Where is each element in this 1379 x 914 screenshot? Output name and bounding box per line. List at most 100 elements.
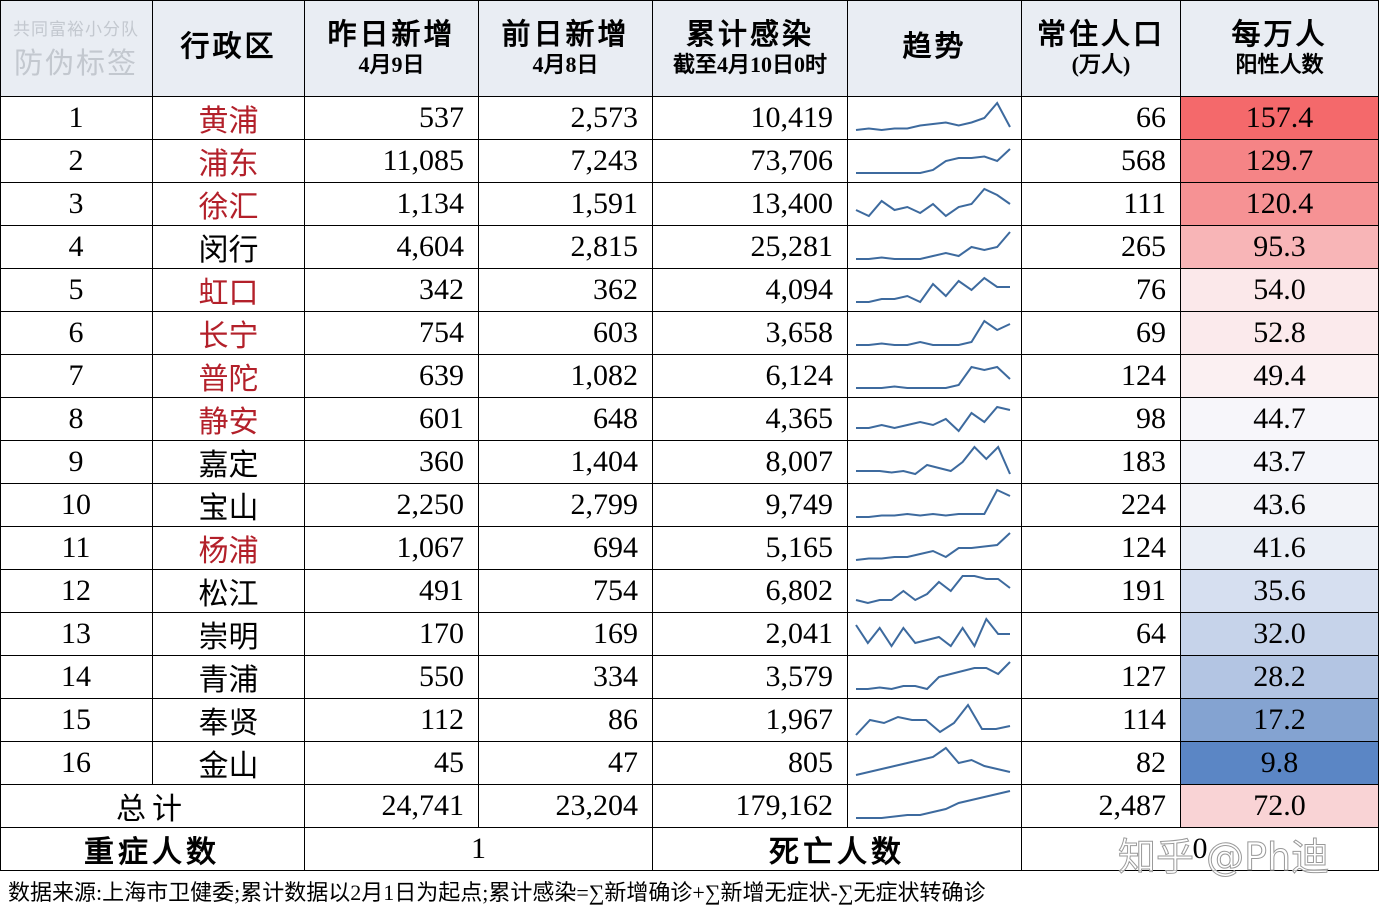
district: 青浦 xyxy=(153,656,305,699)
header-text: 行政区 xyxy=(180,31,277,64)
trend-line xyxy=(856,276,1010,304)
value-cell: 9 xyxy=(0,441,153,484)
top-border xyxy=(0,0,1379,1)
value-cell: 603 xyxy=(479,312,653,355)
district: 黄浦 xyxy=(153,97,305,140)
trend-cell xyxy=(848,398,1022,441)
value-cell: 3,658 xyxy=(653,312,848,355)
value-cell: 11,085 xyxy=(305,140,479,183)
value-cell: 120.4 xyxy=(1181,183,1379,226)
header-text: (万人) xyxy=(1071,52,1131,78)
value-cell: 76 xyxy=(1022,269,1181,312)
tag-text: 防伪标签 xyxy=(13,47,138,80)
header-text: 昨日新增 xyxy=(327,18,456,51)
value-cell: 111 xyxy=(1022,183,1181,226)
value-cell: 183 xyxy=(1022,441,1181,484)
trend-cell xyxy=(848,742,1022,785)
sparkline xyxy=(856,790,1011,819)
trend-cell xyxy=(848,699,1022,742)
value-cell: 66 xyxy=(1022,97,1181,140)
value-cell: 1,404 xyxy=(479,441,653,484)
sparkline xyxy=(855,746,1011,776)
value-cell: 1,067 xyxy=(305,527,479,570)
district: 徐汇 xyxy=(153,183,305,226)
value-cell: 694 xyxy=(479,527,653,570)
value-cell: 191 xyxy=(1022,570,1181,613)
district: 嘉定 xyxy=(153,441,305,484)
value-cell: 3,579 xyxy=(653,656,848,699)
value-cell: 35.6 xyxy=(1181,570,1379,613)
value-cell: 45 xyxy=(305,742,479,785)
value-cell: 13 xyxy=(0,613,153,656)
district: 长宁 xyxy=(153,312,305,355)
value-cell: 537 xyxy=(305,97,479,140)
value-cell: 5,165 xyxy=(653,527,848,570)
district: 普陀 xyxy=(153,355,305,398)
value-cell: 4,604 xyxy=(305,226,479,269)
sparkline xyxy=(855,187,1011,218)
trend-cell xyxy=(848,183,1022,226)
header-text: 4月9日 xyxy=(358,52,425,78)
trend-line xyxy=(856,319,1011,346)
value-cell: 10 xyxy=(0,484,153,527)
value-cell: 5 xyxy=(0,269,153,312)
sparkline xyxy=(856,445,1011,476)
total-value: 23,204 xyxy=(479,785,653,828)
district: 闵行 xyxy=(153,226,305,269)
value-cell: 8,007 xyxy=(653,441,848,484)
value-cell: 44.7 xyxy=(1181,398,1379,441)
value-cell: 16 xyxy=(0,742,153,785)
trend-cell xyxy=(848,269,1022,312)
bottom-cell: 重症人数 xyxy=(0,828,305,871)
value-cell: 2 xyxy=(0,140,153,183)
value-cell: 43.7 xyxy=(1181,441,1379,484)
value-cell: 9,749 xyxy=(653,484,848,527)
sparkline xyxy=(855,617,1010,649)
trend-line xyxy=(856,488,1011,518)
value-cell: 124 xyxy=(1022,355,1181,398)
trend-line xyxy=(855,746,1011,776)
value-cell: 129.7 xyxy=(1181,140,1379,183)
trend-line xyxy=(856,148,1011,174)
value-cell: 1,967 xyxy=(653,699,848,742)
value-cell: 4,365 xyxy=(653,398,848,441)
value-cell: 568 xyxy=(1022,140,1181,183)
value-cell: 1,591 xyxy=(479,183,653,226)
value-cell: 2,799 xyxy=(479,484,653,527)
value-cell: 805 xyxy=(653,742,848,785)
trend-line xyxy=(856,790,1011,819)
value-cell: 114 xyxy=(1022,699,1181,742)
district: 崇明 xyxy=(153,613,305,656)
trend-cell xyxy=(848,312,1022,355)
trend-line xyxy=(856,405,1011,433)
district: 杨浦 xyxy=(153,527,305,570)
value-cell: 2,573 xyxy=(479,97,653,140)
tag-cell: 共同富裕小分队 防伪标签 xyxy=(0,0,153,97)
left-border xyxy=(0,0,1,871)
trend-cell xyxy=(848,527,1022,570)
trend-line xyxy=(856,661,1011,691)
district: 奉贤 xyxy=(153,699,305,742)
header-text: 4月8日 xyxy=(532,52,599,78)
header-text: 阳性人数 xyxy=(1235,52,1324,78)
value-cell: 4,094 xyxy=(653,269,848,312)
header-cell: 昨日新增 4月9日 xyxy=(305,0,479,97)
value-cell: 12 xyxy=(0,570,153,613)
total-value: 179,162 xyxy=(653,785,848,828)
source-note: 数据来源:上海市卫健委;累计数据以2月1日为起点;累计感染=∑新增确诊+∑新增无… xyxy=(8,880,986,905)
value-cell: 2,041 xyxy=(653,613,848,656)
value-cell: 2,815 xyxy=(479,226,653,269)
value-cell: 95.3 xyxy=(1181,226,1379,269)
district: 宝山 xyxy=(153,484,305,527)
sparkline xyxy=(856,276,1010,304)
district: 浦东 xyxy=(153,140,305,183)
header-text: 趋势 xyxy=(902,31,967,64)
value-cell: 28.2 xyxy=(1181,656,1379,699)
value-cell: 648 xyxy=(479,398,653,441)
trend-cell xyxy=(848,97,1022,140)
total-value: 72.0 xyxy=(1181,785,1379,828)
header-cell: 前日新增 4月8日 xyxy=(479,0,653,97)
district: 金山 xyxy=(153,742,305,785)
sparkline xyxy=(856,319,1011,346)
header-cell: 趋势 xyxy=(848,0,1022,97)
